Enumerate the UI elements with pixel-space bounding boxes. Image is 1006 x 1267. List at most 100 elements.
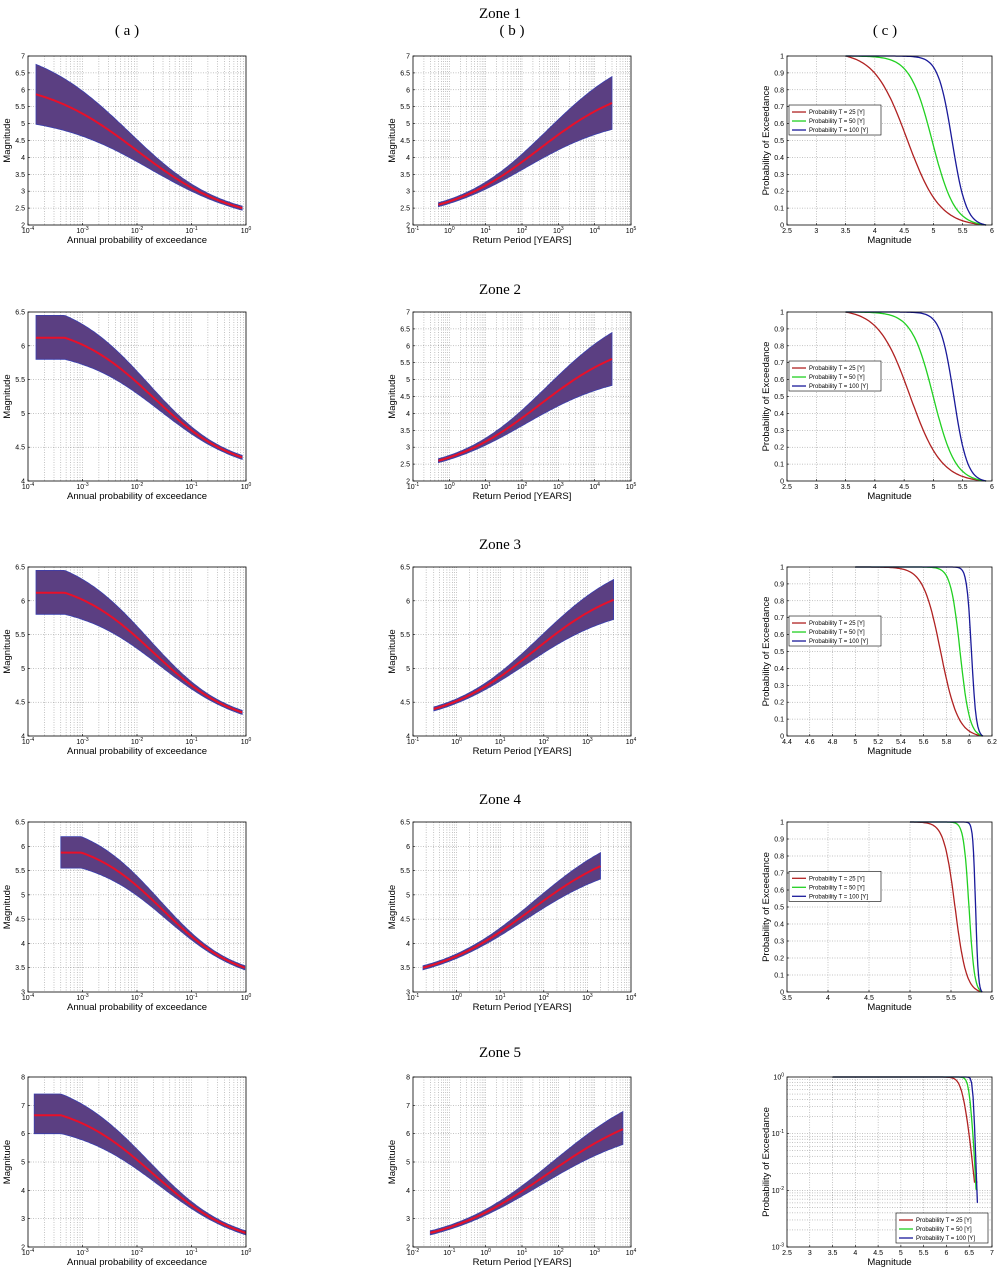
tick-label: 3: [814, 484, 818, 491]
tick-label: 0.2: [774, 445, 784, 452]
tick-label: 6: [21, 87, 25, 94]
tick-label: 5.5: [15, 632, 25, 639]
tick-label: 103: [553, 482, 564, 491]
tick-label: 4: [826, 995, 830, 1002]
tick-label: 4.5: [864, 995, 874, 1002]
curve-t25: [845, 311, 987, 482]
y-axis-label: Magnitude: [387, 1140, 398, 1184]
legend-label: Probability T = 50 [Y]: [809, 375, 865, 381]
y-axis-label: Magnitude: [2, 1140, 13, 1184]
curve-t25: [845, 55, 987, 226]
tick-label: 102: [517, 226, 528, 235]
tick-label: 0.7: [774, 615, 784, 622]
tick-label: 10-1: [407, 737, 419, 746]
tick-label: 102: [539, 737, 550, 746]
legend-label: Probability T = 100 [Y]: [809, 384, 868, 390]
tick-label: 0.9: [774, 581, 784, 588]
panel-b-zone-3: 10-1 100 101 102 103 104 4 4.5 5 5.5 6 6.5 Return Pe…: [387, 565, 637, 758]
tick-label: 10-2: [772, 1186, 784, 1195]
tick-label: 5: [908, 995, 912, 1002]
tick-label: 4.8: [828, 739, 838, 746]
tick-label: 10-1: [772, 1129, 784, 1138]
panel-b-zone-4: 10-1 100 101 102 103 104 3 3.5 4 4.5 5 5.5 6 6.5 Retur…: [387, 820, 637, 1014]
tick-label: 3.5: [15, 172, 25, 179]
x-axis-label: Annual probability of exceedance: [67, 491, 207, 502]
tick-label: 10-4: [22, 482, 34, 491]
tick-label: 2.5: [400, 462, 410, 469]
tick-label: 100: [241, 226, 252, 235]
tick-label: 100: [451, 737, 462, 746]
tick-label: 0.1: [774, 973, 784, 980]
tick-label: 10-1: [185, 993, 197, 1002]
tick-label: 0.4: [774, 922, 784, 929]
tick-label: 10-2: [131, 1248, 143, 1257]
tick-label: 7: [990, 1250, 994, 1257]
panel-a-zone-4: 10-4 10-3 10-2 10-1 100 3 3.5 4 4.5 5 5.5 6 6.5 Annua…: [2, 820, 252, 1014]
tick-label: 6: [21, 1131, 25, 1138]
tick-label: 0.1: [774, 462, 784, 469]
x-axis-label: Annual probability of exceedance: [67, 1002, 207, 1013]
confidence-band: [429, 1110, 624, 1236]
tick-label: 4.5: [15, 138, 25, 145]
tick-label: 3.5: [15, 965, 25, 972]
x-axis-label: Magnitude: [867, 1002, 911, 1013]
tick-label: 3.5: [841, 228, 851, 235]
confidence-band: [35, 63, 243, 211]
median-curve: [36, 336, 243, 459]
tick-label: 103: [582, 737, 593, 746]
tick-label: 0.8: [774, 598, 784, 605]
tick-label: 10-2: [131, 482, 143, 491]
tick-label: 7: [406, 1103, 410, 1110]
tick-label: 4: [873, 228, 877, 235]
panel-b-zone-2: 10-1 100 101 102 103 104 105 2 2.5 3 3.5 4 4.5 5 5.5 6 6…: [387, 310, 637, 503]
tick-label: 10-1: [185, 1248, 197, 1257]
column-header-a: ( a ): [115, 23, 139, 39]
tick-label: 2: [406, 479, 410, 486]
axes-frame: [412, 821, 632, 993]
tick-label: 10-2: [131, 993, 143, 1002]
tick-label: 5.5: [946, 995, 956, 1002]
tick-label: 6.5: [964, 1250, 974, 1257]
tick-label: 5: [21, 411, 25, 418]
tick-label: 0: [780, 479, 784, 486]
tick-label: 2: [21, 1245, 25, 1252]
plot-area: [413, 822, 631, 992]
tick-label: 105: [626, 226, 637, 235]
tick-label: 0.4: [774, 666, 784, 673]
tick-label: 4: [853, 1250, 857, 1257]
tick-label: 102: [539, 993, 550, 1002]
tick-label: 10-4: [22, 226, 34, 235]
tick-label: 100: [241, 1248, 252, 1257]
median-curve: [422, 865, 601, 969]
tick-label: 0.1: [774, 717, 784, 724]
axes-frame: [412, 566, 632, 737]
panel-c-zone-5: Probability T = 25 [Y] Probability T = 50…: [761, 1073, 994, 1267]
panel-a-zone-2: 10-4 10-3 10-2 10-1 100 4 4.5 5 5.5 6 6.5 Annual pr…: [2, 310, 252, 503]
tick-label: 6: [406, 1131, 410, 1138]
tick-label: 7: [406, 54, 410, 61]
legend-label: Probability T = 100 [Y]: [809, 128, 868, 134]
median-curve: [430, 1128, 624, 1234]
tick-label: 2.5: [400, 206, 410, 213]
panel-c-zone-3: Probability T = 25 [Y] Probability T = 50…: [761, 565, 997, 758]
legend-label: Probability T = 100 [Y]: [809, 895, 868, 901]
tick-label: 0.9: [774, 70, 784, 77]
tick-label: 8: [21, 1075, 25, 1082]
tick-label: 5.5: [400, 104, 410, 111]
tick-label: 100: [241, 737, 252, 746]
x-axis-label: Magnitude: [867, 235, 911, 246]
x-axis-label: Return Period [YEARS]: [473, 1257, 572, 1267]
tick-label: 0.7: [774, 104, 784, 111]
tick-label: 5.5: [400, 360, 410, 367]
tick-label: 10-1: [185, 482, 197, 491]
tick-label: 0.2: [774, 700, 784, 707]
tick-label: 100: [480, 1248, 491, 1257]
tick-label: 2.5: [782, 1250, 792, 1257]
tick-label: 6.5: [400, 326, 410, 333]
tick-label: 100: [241, 482, 252, 491]
tick-label: 0.3: [774, 939, 784, 946]
panel-a-zone-1: 10-4 10-3 10-2 10-1 100 2 2.5 3 3.5 4 4.5 5 5.5 6 6.5 7…: [2, 54, 252, 247]
tick-label: 0.5: [774, 394, 784, 401]
tick-label: 3.5: [400, 172, 410, 179]
tick-label: 10-1: [407, 993, 419, 1002]
